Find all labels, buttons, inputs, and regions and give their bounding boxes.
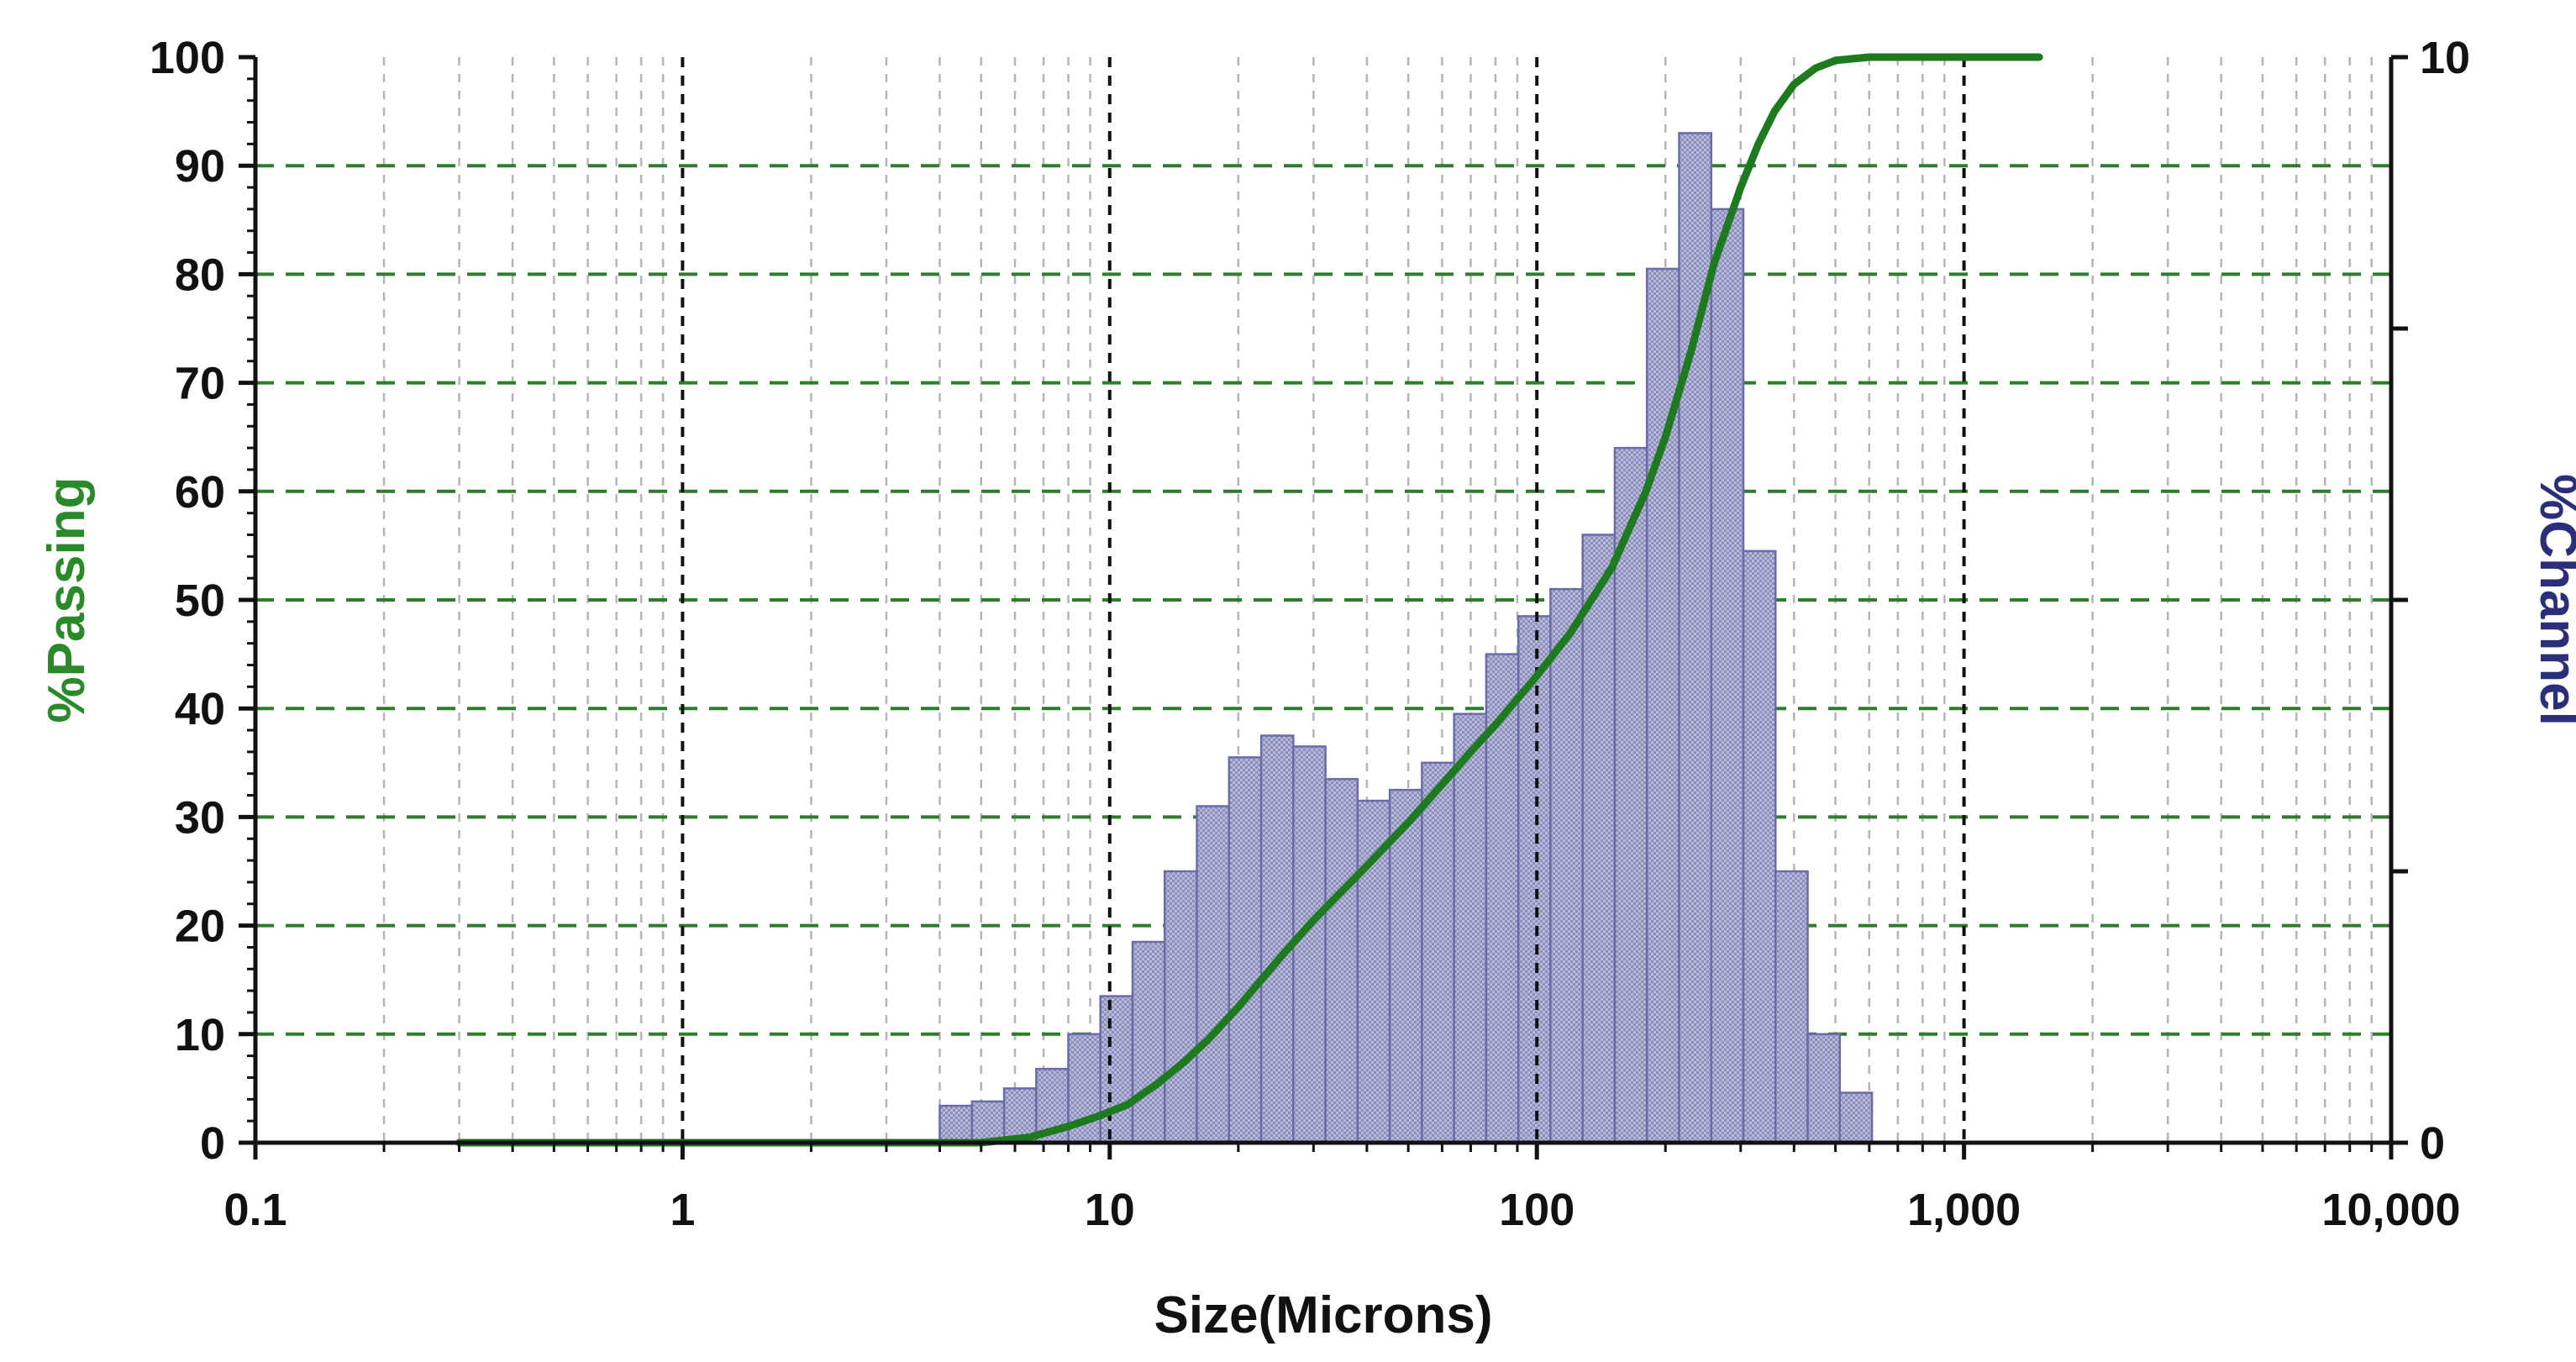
tick-labels: 0 10 20 30 40 50 60 70 80 90 100 0 10 0.1 1 10 100 1,000 1… xyxy=(150,33,2470,1235)
channel-bar xyxy=(1645,267,1680,1144)
channel-bar xyxy=(1196,805,1231,1144)
y-right-tick-label: 10 xyxy=(2420,33,2470,83)
x-tick-label: 10,000 xyxy=(2321,1185,2460,1235)
channel-bar xyxy=(1838,1091,1874,1144)
channel-bar xyxy=(1388,788,1423,1144)
y-left-tick-label: 100 xyxy=(150,33,225,83)
y-left-tick-label: 50 xyxy=(175,576,225,626)
channel-bar xyxy=(1517,615,1552,1144)
passing-curve xyxy=(455,53,2043,1147)
channel-bar xyxy=(970,1100,1006,1144)
major-grid-vertical xyxy=(681,57,1966,1143)
channel-bar xyxy=(1131,940,1166,1144)
x-axis-title: Size(Microns) xyxy=(1154,1286,1492,1344)
y-left-tick-label: 0 xyxy=(200,1118,225,1169)
x-tick-label: 10 xyxy=(1085,1185,1135,1235)
channel-bar xyxy=(938,1104,974,1144)
y-left-tick-label: 10 xyxy=(175,1010,225,1060)
channel-bar xyxy=(1549,587,1584,1144)
channel-bar xyxy=(1163,870,1198,1144)
channel-bar xyxy=(1259,734,1295,1144)
channel-bar xyxy=(1099,995,1134,1144)
channel-bar xyxy=(1742,550,1777,1144)
y-right-tick-label: 0 xyxy=(2420,1118,2445,1169)
channel-bar xyxy=(1228,756,1263,1144)
channel-bar xyxy=(1581,534,1617,1144)
channel-bar xyxy=(1710,208,1745,1144)
y-left-tick-label: 80 xyxy=(175,250,225,300)
x-tick-label: 0.1 xyxy=(223,1185,287,1235)
y-left-tick-label: 30 xyxy=(175,792,225,843)
channel-bar xyxy=(1324,777,1359,1144)
y-axis-right-title: %Channel xyxy=(2529,474,2576,726)
y-left-tick-label: 60 xyxy=(175,467,225,518)
axes xyxy=(239,55,2408,1160)
channel-bar xyxy=(1806,1033,1842,1144)
channel-histogram xyxy=(938,132,1874,1144)
passing-series-line xyxy=(455,53,2043,1147)
channel-bar xyxy=(1292,745,1327,1144)
y-axis-left-title: %Passing xyxy=(38,477,96,723)
x-tick-label: 1 xyxy=(670,1185,695,1235)
channel-bar xyxy=(1453,713,1488,1144)
channel-bar xyxy=(1774,870,1809,1144)
x-tick-label: 1,000 xyxy=(1907,1185,2021,1235)
y-left-tick-label: 70 xyxy=(175,359,225,409)
x-tick-label: 100 xyxy=(1499,1185,1575,1235)
y-left-tick-label: 90 xyxy=(175,141,225,192)
y-left-tick-label: 20 xyxy=(175,902,225,952)
y-left-tick-label: 40 xyxy=(175,684,225,734)
channel-bar xyxy=(1421,761,1455,1144)
